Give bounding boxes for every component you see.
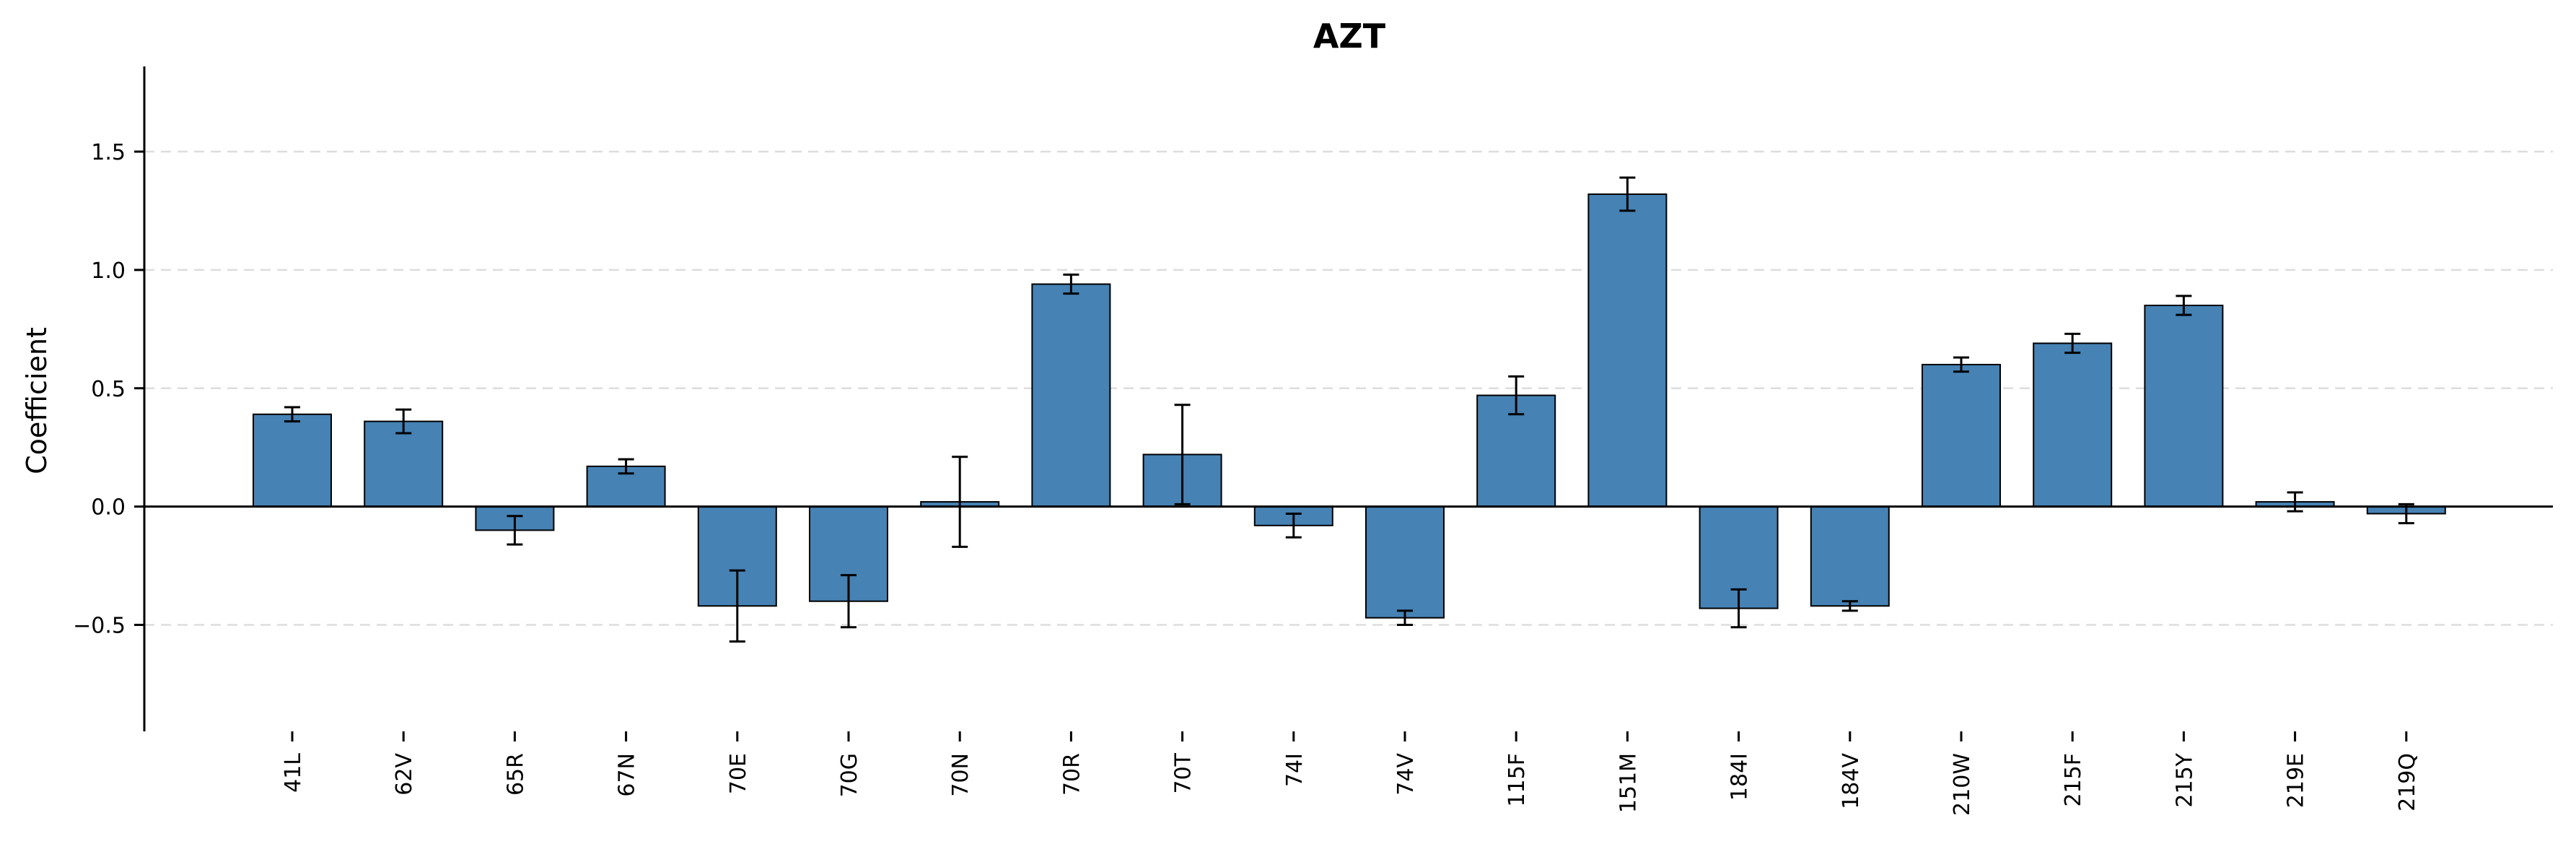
error-bar-67N [618, 458, 634, 475]
error-bar-115F [1508, 375, 1525, 416]
error-bar-70R [1063, 273, 1079, 295]
y-tick-label: −0.5 [73, 614, 126, 639]
x-tick-label: 184V [1839, 753, 1864, 809]
x-tick-label: 70N [948, 753, 973, 797]
error-bar-151M [1619, 176, 1636, 212]
error-bar-70G [841, 574, 857, 629]
x-tick-label: 70G [837, 753, 862, 797]
error-bar-215F [2064, 332, 2081, 354]
error-bars [284, 176, 2414, 643]
x-ticks: 41L 62V 65R 67N 70E 70G 70N 70R 70T 74I 74V 115F 151… [281, 731, 2420, 816]
x-tick-label: 115F [1504, 753, 1530, 807]
x-tick-label: 74V [1393, 753, 1419, 796]
bar-215F [2033, 342, 2113, 508]
error-bar-62V [395, 408, 412, 435]
bar-184V [1810, 505, 1890, 607]
x-tick-label: 219Q [2395, 753, 2420, 812]
x-tick-label: 70R [1059, 753, 1085, 796]
bar-62V [364, 420, 444, 508]
error-bar-70E [729, 569, 745, 643]
x-tick-label: 70T [1171, 752, 1196, 793]
y-tick-label: 0.5 [91, 377, 126, 402]
x-tick-label: 151M [1616, 753, 1641, 813]
y-axis-label: Coefficient [21, 327, 53, 474]
y-tick-label: 1.0 [91, 258, 126, 284]
bar-70R [1031, 283, 1111, 508]
x-tick-label: 219E [2284, 753, 2309, 808]
x-tick-label: 70E [726, 753, 751, 794]
error-bar-74I [1285, 512, 1302, 539]
x-tick-label: 184I [1727, 753, 1753, 801]
error-bar-210W [1953, 356, 1969, 373]
error-bar-41L [284, 406, 300, 423]
x-tick-label: 74I [1282, 753, 1307, 787]
x-tick-label: 215Y [2172, 752, 2197, 807]
chart-title: AZT [1313, 17, 1386, 56]
bar-215Y [2144, 305, 2224, 508]
error-bar-219E [2287, 491, 2303, 513]
y-tick-label: 1.5 [91, 140, 126, 165]
error-bar-215Y [2176, 295, 2192, 316]
error-bar-70N [952, 456, 968, 548]
error-bar-65R [507, 515, 523, 546]
x-tick-label: 210W [1950, 753, 1975, 816]
x-tick-label: 65R [503, 753, 528, 796]
error-bar-184V [1841, 600, 1858, 612]
bar-74V [1365, 505, 1445, 619]
error-bar-74V [1397, 609, 1413, 627]
bar-210W [1922, 363, 2001, 508]
x-tick-label: 67N [615, 753, 640, 797]
bar-41L [253, 413, 332, 508]
x-tick-label: 41L [281, 753, 306, 793]
bar-151M [1587, 193, 1668, 508]
grid-lines [144, 150, 2553, 626]
y-ticks: −0.5 0.0 0.5 1.0 1.5 [73, 140, 144, 639]
y-tick-label: 0.0 [91, 495, 126, 521]
bars [253, 193, 2446, 619]
error-bar-184I [1730, 588, 1747, 629]
x-tick-label: 62V [392, 753, 417, 796]
error-bar-70T [1174, 404, 1191, 505]
x-tick-label: 215F [2061, 753, 2086, 807]
